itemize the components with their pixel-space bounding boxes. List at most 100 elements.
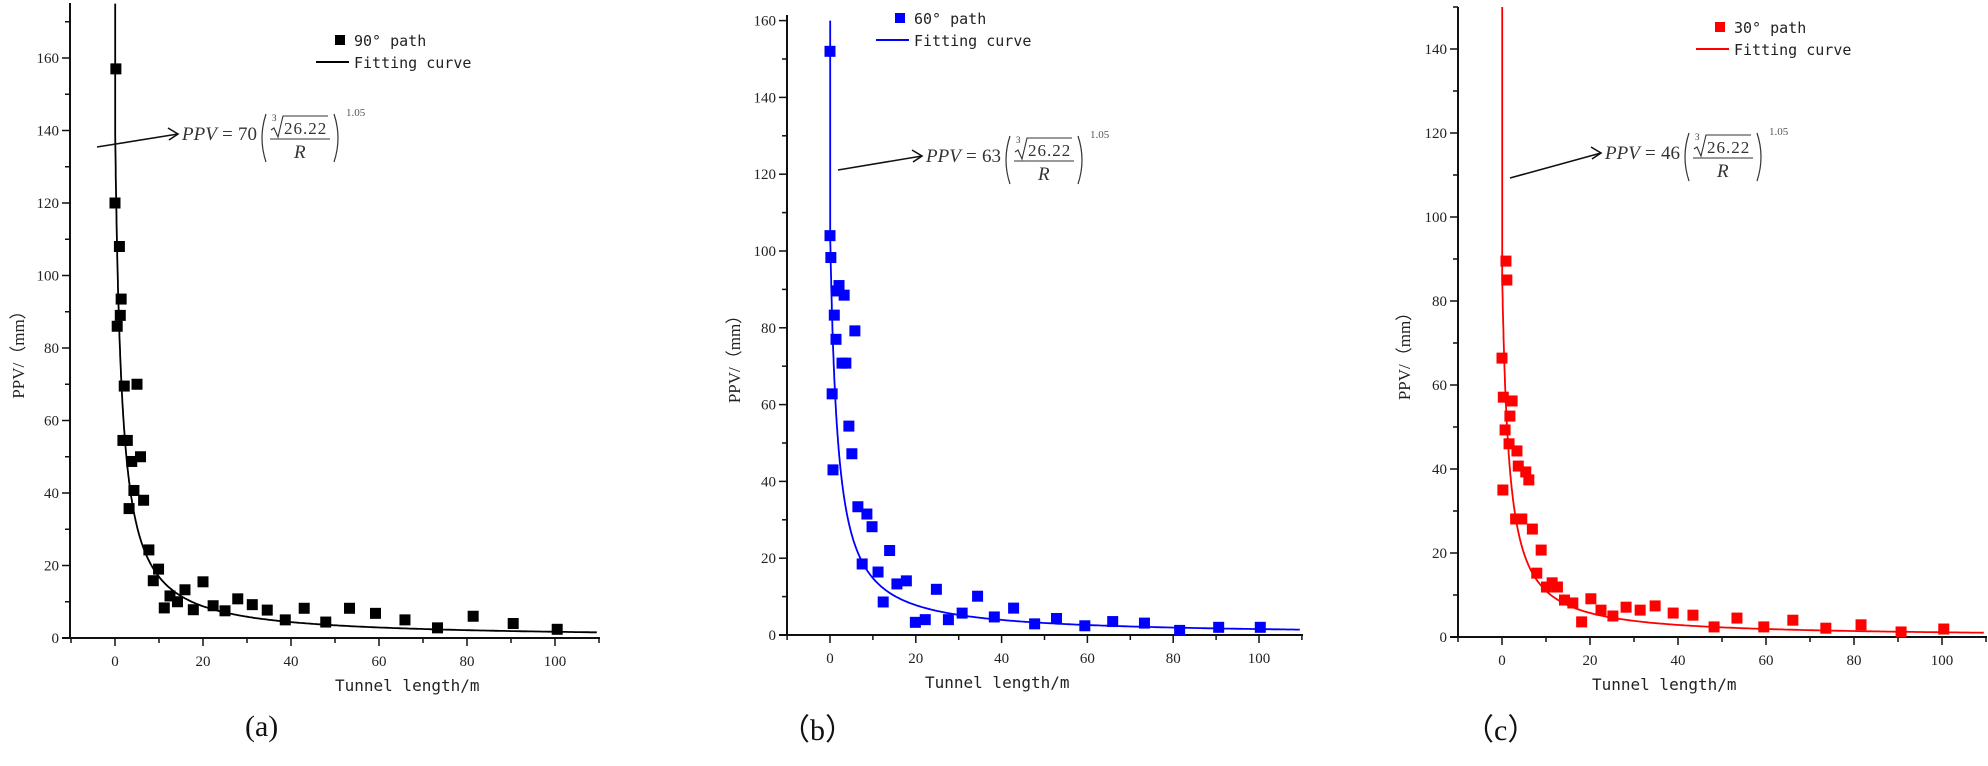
data-point-marker <box>261 604 273 616</box>
y-tick-label: 20 <box>761 551 776 567</box>
y-tick-label: 80 <box>44 341 59 357</box>
arrow-head-icon <box>1590 146 1603 160</box>
data-point-marker <box>123 503 135 515</box>
data-point-marker <box>830 333 842 345</box>
exponent: 1.05 <box>1090 129 1110 141</box>
data-point-marker <box>467 610 479 622</box>
data-point-marker <box>1895 626 1907 638</box>
legend-marker-icon <box>1715 22 1725 32</box>
equation-equals: = <box>966 146 977 167</box>
data-point-marker <box>1079 620 1091 632</box>
data-point-marker <box>1540 581 1552 593</box>
data-point-marker <box>1174 624 1186 636</box>
data-point-marker <box>919 614 931 626</box>
data-point-marker <box>171 596 183 608</box>
data-point-marker <box>110 63 122 75</box>
data-point-marker <box>1855 619 1867 631</box>
y-tick-label: 20 <box>44 559 59 575</box>
data-point-marker <box>507 618 519 629</box>
arrow-line <box>96 133 179 148</box>
y-tick-label: 140 <box>754 90 777 106</box>
data-point-marker <box>900 575 912 587</box>
data-point-marker <box>1512 460 1524 472</box>
data-point-marker <box>1516 513 1528 525</box>
y-tick-label: 160 <box>754 14 777 30</box>
data-point-marker <box>114 309 126 321</box>
y-tick-label: 40 <box>761 474 776 490</box>
panel-label-b: （b） <box>780 714 855 747</box>
data-point-marker <box>1938 623 1950 635</box>
data-point-marker <box>298 602 310 614</box>
data-point-marker <box>1499 424 1511 436</box>
y-tick-label: 140 <box>1425 42 1448 58</box>
axes: 0 20 40 60 80 100 120 140 160 0 20 40 60 80 100 Tunnel … <box>9 3 600 695</box>
radicand: 26.22 <box>1028 141 1071 160</box>
chart-b-svg: 0 20 40 60 80 100 120 140 160 0 20 40 60 80 100 Tunnel … <box>725 10 1303 692</box>
legend: 60° path Fitting curve <box>876 10 1031 50</box>
equation-coefficient: 46 <box>1661 143 1680 164</box>
data-point-marker <box>1634 604 1646 616</box>
data-point-marker <box>126 455 138 467</box>
data-point-marker <box>207 600 219 612</box>
x-tick-label: 20 <box>1583 653 1598 669</box>
data-point-marker <box>153 563 165 575</box>
data-point-marker <box>956 607 968 619</box>
x-tick-label: 20 <box>196 654 211 670</box>
data-point-marker <box>138 494 150 506</box>
data-point-marker <box>942 614 954 626</box>
data-point-marker <box>197 576 209 588</box>
data-point-marker <box>135 451 147 463</box>
data-point-marker <box>164 590 176 602</box>
data-point-marker <box>109 197 121 209</box>
data-point-marker <box>827 464 839 476</box>
data-point-marker <box>849 325 861 337</box>
data-point-marker <box>1520 466 1532 478</box>
y-tick-label: 60 <box>1432 378 1447 394</box>
data-point-marker <box>179 584 191 596</box>
arrow-line <box>1509 152 1602 179</box>
x-axis-title: Tunnel length/m <box>1592 675 1737 694</box>
x-tick-label: 100 <box>1248 651 1271 667</box>
chart-a-svg: 0 20 40 60 80 100 120 140 160 0 20 40 60 80 100 Tunnel … <box>9 3 600 695</box>
data-point-marker <box>1576 616 1588 628</box>
equation-coefficient: 63 <box>982 146 1001 167</box>
legend-curve-label: Fitting curve <box>914 32 1031 50</box>
legend-series-label: 30° path <box>1734 19 1806 37</box>
legend: 30° path Fitting curve <box>1696 19 1851 59</box>
right-paren-icon <box>1756 132 1762 182</box>
scatter-series <box>1496 255 1950 638</box>
y-axis-title: PPV/（mm） <box>1395 304 1414 400</box>
panel-label-c: （c） <box>1464 714 1538 747</box>
fitting-curve <box>829 20 1300 631</box>
exponent: 1.05 <box>1769 126 1789 138</box>
data-point-marker <box>1511 445 1523 457</box>
data-point-marker <box>246 599 258 611</box>
data-point-marker <box>1510 513 1522 525</box>
y-tick-label: 80 <box>761 321 776 337</box>
legend-curve-label: Fitting curve <box>1734 41 1851 59</box>
data-point-marker <box>432 622 444 634</box>
data-point-marker <box>824 45 836 57</box>
data-point-marker <box>187 604 199 616</box>
radical-sign-icon <box>1693 134 1751 158</box>
data-point-marker <box>1029 618 1041 630</box>
arrow-head-icon <box>911 149 924 163</box>
equation-equals: = <box>222 124 233 145</box>
left-paren-icon <box>261 113 267 163</box>
data-point-marker <box>1138 617 1150 629</box>
data-point-marker <box>1687 609 1699 621</box>
data-point-marker <box>1649 600 1661 612</box>
chart-panel-a: 0 20 40 60 80 100 120 140 160 0 20 40 60 80 100 Tunnel … <box>0 0 660 766</box>
data-point-marker <box>1567 597 1579 609</box>
y-tick-label: 120 <box>1425 126 1448 142</box>
x-tick-label: 100 <box>1931 653 1954 669</box>
y-tick-label: 0 <box>52 631 60 647</box>
axes: 0 20 40 60 80 100 120 140 160 0 20 40 60 80 100 Tunnel … <box>725 14 1303 692</box>
legend-marker-icon <box>895 13 905 23</box>
data-point-marker <box>1667 607 1679 619</box>
data-point-marker <box>1595 604 1607 616</box>
equation-lhs: PPV <box>925 146 963 167</box>
data-point-marker <box>1535 544 1547 556</box>
right-paren-icon <box>1077 135 1083 185</box>
data-point-marker <box>852 501 864 513</box>
